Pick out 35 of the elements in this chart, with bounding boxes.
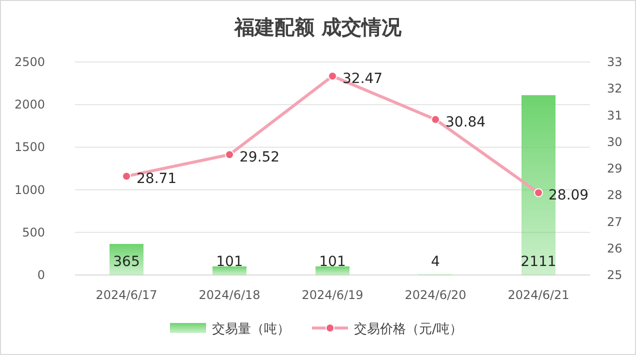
x-tick-label: 2024/6/18 bbox=[198, 288, 260, 302]
data-label: 28.71 bbox=[136, 171, 177, 188]
data-label: 28.09 bbox=[548, 188, 589, 204]
chart-title: 福建配额 成交情况 bbox=[234, 15, 402, 39]
bar bbox=[212, 266, 246, 275]
data-label: 101 bbox=[319, 254, 346, 270]
x-tick-label: 2024/6/19 bbox=[302, 288, 364, 302]
y-tick-label: 500 bbox=[22, 225, 45, 240]
y-tick-label: 2500 bbox=[14, 55, 45, 69]
y2-tick-label: 25 bbox=[607, 268, 622, 282]
data-label: 32.47 bbox=[342, 71, 383, 88]
y-tick-label: 1500 bbox=[14, 140, 45, 154]
data-label: 2111 bbox=[520, 254, 556, 270]
y2-tick-label: 26 bbox=[607, 241, 622, 256]
y2-tick-label: 33 bbox=[607, 55, 622, 69]
x-tick-label: 2024/6/20 bbox=[404, 288, 466, 302]
legend-label: 交易价格（元/吨） bbox=[354, 321, 462, 337]
y2-tick-label: 31 bbox=[607, 108, 622, 122]
y2-tick-label: 27 bbox=[607, 214, 622, 229]
y2-tick-label: 30 bbox=[607, 134, 622, 149]
bar bbox=[316, 266, 350, 275]
data-label: 30.84 bbox=[446, 114, 486, 131]
legend-label: 交易量（吨） bbox=[212, 321, 290, 337]
y2-tick-label: 28 bbox=[607, 188, 622, 202]
y-tick-label: 1000 bbox=[14, 182, 45, 197]
x-tick-label: 2024/6/17 bbox=[96, 288, 158, 302]
x-tick-label: 2024/6/21 bbox=[508, 288, 570, 302]
data-label: 365 bbox=[113, 254, 140, 270]
y-tick-label: 2000 bbox=[14, 98, 45, 112]
data-label: 4 bbox=[431, 254, 440, 270]
data-label: 101 bbox=[216, 254, 243, 270]
y-tick-label: 0 bbox=[37, 268, 45, 282]
data-label: 29.52 bbox=[240, 150, 280, 166]
y2-tick-label: 32 bbox=[607, 82, 622, 96]
y2-tick-label: 29 bbox=[607, 162, 622, 176]
